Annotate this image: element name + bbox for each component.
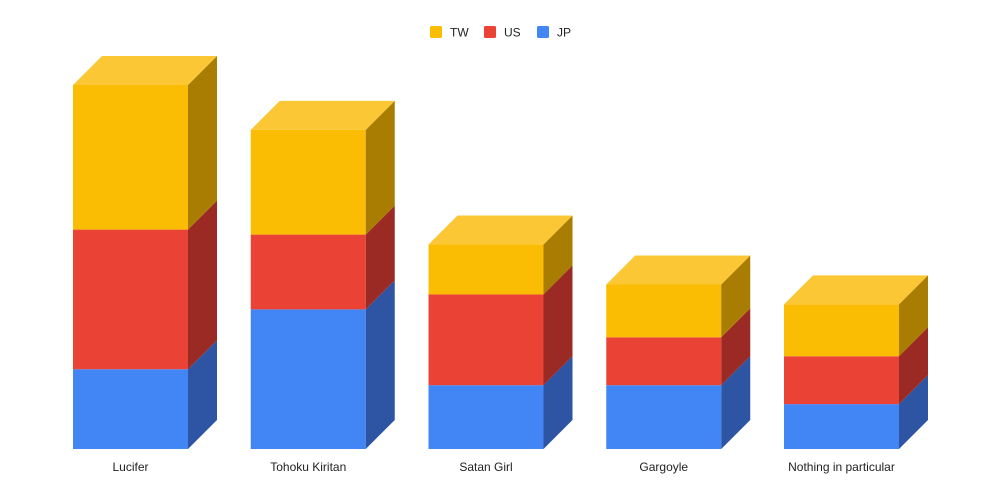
- us-segment-lucifer-side: [188, 200, 217, 370]
- us-segment-satan-girl: [428, 294, 544, 386]
- jp-segment-satan-girl: [428, 385, 544, 449]
- tw-segment-gargoyle: [606, 284, 722, 338]
- legend-item-us: US: [484, 26, 521, 40]
- legend-swatch-jp: [537, 26, 549, 38]
- legend-label-tw: TW: [450, 26, 469, 40]
- tw-segment-tohoku-kiritan: [250, 129, 366, 235]
- legend-swatch-tw: [430, 26, 442, 38]
- bar-top-satan-girl: [428, 215, 573, 245]
- us-segment-tohoku-kiritan: [250, 234, 366, 310]
- x-tick-label-satan-girl: Satan Girl: [459, 460, 512, 474]
- x-tick-label-nothing-in-particular: Nothing in particular: [788, 460, 895, 474]
- us-segment-tohoku-kiritan-side: [365, 205, 395, 310]
- legend-label-us: US: [504, 26, 521, 40]
- tw-segment-gargoyle-side: [721, 255, 751, 338]
- bar-top-nothing-in-particular: [784, 275, 928, 305]
- us-segment-gargoyle-side: [721, 308, 751, 386]
- legend-label-jp: JP: [557, 26, 571, 40]
- jp-segment-satan-girl-side: [543, 356, 573, 449]
- bar-top-lucifer: [73, 56, 217, 85]
- x-tick-label-lucifer: Lucifer: [112, 460, 148, 474]
- jp-segment-gargoyle-side: [721, 356, 751, 449]
- jp-segment-tohoku-kiritan-side: [365, 280, 395, 449]
- legend-item-jp: JP: [537, 26, 571, 40]
- tw-segment-tohoku-kiritan-side: [365, 100, 395, 235]
- jp-segment-nothing-in-particular-side: [899, 375, 928, 449]
- us-segment-nothing-in-particular: [784, 356, 899, 405]
- us-segment-lucifer: [73, 229, 188, 370]
- tw-segment-lucifer-side: [188, 56, 217, 230]
- x-tick-label-tohoku-kiritan: Tohoku Kiritan: [270, 460, 346, 474]
- bar-stack-gargoyle: [606, 255, 751, 449]
- bar-stack-lucifer: [73, 56, 217, 449]
- jp-segment-lucifer-side: [188, 340, 217, 449]
- jp-segment-gargoyle: [606, 385, 722, 449]
- legend: TW US JP: [430, 26, 571, 40]
- x-axis-tick-labels: Lucifer Tohoku Kiritan Satan Girl Gargoyle N…: [112, 460, 894, 474]
- tw-segment-nothing-in-particular: [784, 304, 899, 357]
- tw-segment-nothing-in-particular-side: [899, 275, 928, 357]
- tw-segment-satan-girl-side: [543, 215, 573, 295]
- bar-top-gargoyle: [606, 255, 751, 285]
- tw-segment-satan-girl: [428, 244, 544, 295]
- us-segment-satan-girl-side: [543, 265, 573, 386]
- bar-stack-tohoku-kiritan: [250, 100, 395, 449]
- bar-stack-satan-girl: [428, 215, 573, 449]
- legend-swatch-us: [484, 26, 496, 38]
- us-segment-nothing-in-particular-side: [899, 327, 928, 405]
- bars: [73, 56, 928, 449]
- bar-top-tohoku-kiritan: [250, 100, 395, 130]
- tw-segment-lucifer: [73, 85, 188, 230]
- x-tick-label-gargoyle: Gargoyle: [639, 460, 688, 474]
- jp-segment-lucifer: [73, 369, 188, 449]
- jp-segment-tohoku-kiritan: [250, 309, 366, 449]
- us-segment-gargoyle: [606, 337, 722, 386]
- legend-item-tw: TW: [430, 26, 469, 40]
- jp-segment-nothing-in-particular: [784, 404, 899, 449]
- bar-stack-nothing-in-particular: [784, 275, 928, 449]
